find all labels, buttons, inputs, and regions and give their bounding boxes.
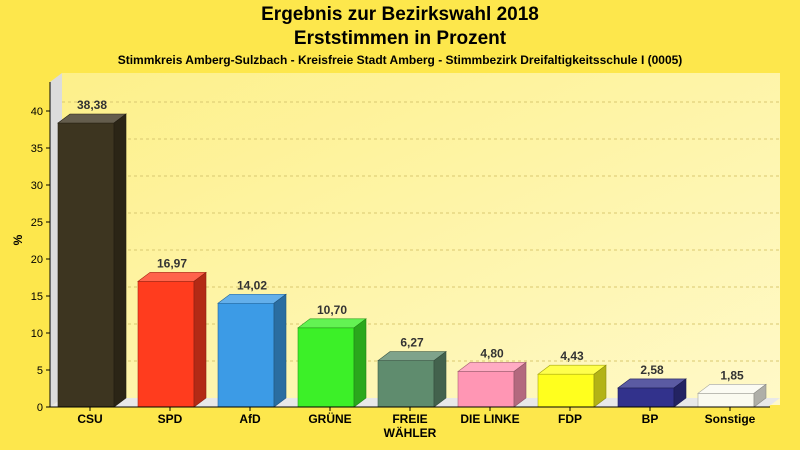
bar-side	[593, 364, 607, 408]
y-tick-label: 10	[31, 328, 43, 340]
y-tick-label: 5	[37, 365, 43, 377]
bar-side	[673, 378, 687, 408]
x-tick-label: SPD	[158, 412, 183, 426]
x-tick-label: FREIE	[392, 412, 427, 426]
axes: 0 5 10 15 20 25 30 35 40% CSU SPD AfD GRÜNE FREIEWÄHL…	[11, 82, 770, 440]
x-tick-label: CSU	[77, 412, 102, 426]
bar	[377, 360, 435, 408]
bar-group: 4,80	[457, 346, 527, 408]
data-label: 16,97	[157, 256, 187, 270]
bar	[137, 281, 195, 408]
bar	[217, 302, 275, 408]
data-label: 38,38	[77, 98, 107, 112]
bar-side	[273, 293, 287, 408]
bar	[697, 393, 755, 408]
x-tick-label: GRÜNE	[308, 411, 351, 426]
y-tick-label: 30	[31, 180, 43, 192]
x-tick-label: BP	[642, 412, 659, 426]
bar-group: 2,58	[617, 363, 687, 408]
bar	[57, 122, 115, 408]
bar-side	[433, 351, 447, 408]
bar-side	[753, 383, 767, 408]
bar-side	[513, 361, 527, 408]
x-tick-label: WÄHLER	[384, 425, 437, 440]
bar-side	[113, 113, 127, 408]
bar-group: 16,97	[137, 256, 207, 408]
y-tick-label: 20	[31, 254, 43, 266]
bar-group: 6,27	[377, 336, 447, 408]
bar-side	[193, 271, 207, 408]
bars: 38,38 16,97 14,02 10,70 6,27 4,80 4,43 2,58 1,85	[57, 98, 767, 408]
bar-group: 10,70	[297, 303, 367, 408]
bar-group: 38,38	[57, 98, 127, 408]
data-label: 4,43	[560, 349, 584, 363]
bar-side	[353, 318, 367, 408]
data-label: 10,70	[317, 303, 347, 317]
chart-title: Ergebnis zur Bezirkswahl 2018	[261, 4, 539, 25]
data-label: 2,58	[640, 363, 664, 377]
bar-group: 14,02	[217, 278, 287, 408]
x-tick-label: DIE LINKE	[460, 412, 519, 426]
bar	[537, 373, 595, 408]
bar	[297, 327, 355, 408]
data-label: 6,27	[400, 336, 424, 350]
bar	[457, 371, 515, 408]
data-label: 4,80	[480, 346, 504, 360]
bar	[617, 387, 675, 408]
x-tick-label: AfD	[239, 412, 261, 426]
data-label: 14,02	[237, 278, 267, 292]
y-tick-label: 35	[31, 143, 43, 155]
data-label: 1,85	[720, 368, 744, 382]
x-tick-label: Sonstige	[705, 412, 756, 426]
y-tick-label: 0	[37, 402, 43, 414]
y-tick-label: 25	[31, 217, 43, 229]
x-tick-label: FDP	[558, 412, 582, 426]
y-tick-label: 15	[31, 291, 43, 303]
bar-group: 1,85	[697, 368, 767, 408]
y-tick-label: 40	[31, 106, 43, 118]
y-axis-label: %	[11, 234, 25, 245]
chart-caption: Stimmkreis Amberg-Sulzbach - Kreisfreie …	[117, 53, 683, 67]
chart-subtitle: Erststimmen in Prozent	[293, 28, 507, 49]
